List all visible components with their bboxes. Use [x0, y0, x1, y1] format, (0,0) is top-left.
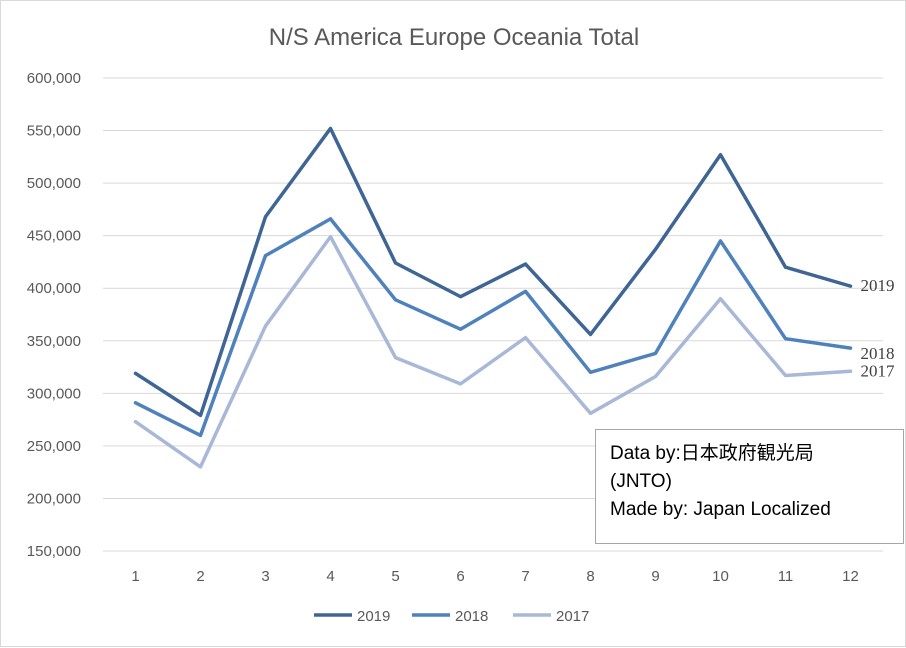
x-tick-label: 3 — [261, 568, 269, 585]
series-end-label-2017: 2017 — [861, 361, 896, 380]
data-point-2017 — [654, 375, 657, 379]
x-tick-label: 9 — [651, 568, 659, 585]
data-point-2017 — [329, 235, 332, 239]
legend-label: 2017 — [556, 608, 589, 625]
y-tick-label: 500,000 — [27, 175, 81, 192]
chart-title: N/S America Europe Oceania Total — [269, 24, 639, 51]
y-tick-label: 550,000 — [27, 123, 81, 140]
x-tick-label: 2 — [196, 568, 204, 585]
data-point-2019 — [459, 295, 462, 299]
y-tick-label: 250,000 — [27, 438, 81, 455]
data-point-2017 — [849, 369, 852, 373]
data-point-2019 — [134, 371, 137, 375]
data-point-2018 — [264, 254, 267, 258]
series-lines — [133, 126, 853, 469]
x-tick-label: 10 — [712, 568, 729, 585]
x-tick-label: 1 — [131, 568, 139, 585]
x-tick-label: 6 — [456, 568, 464, 585]
data-point-2017 — [784, 373, 787, 377]
series-line-2018 — [133, 217, 853, 438]
y-tick-label: 600,000 — [27, 70, 81, 87]
legend-item-2018: 2018 — [412, 608, 488, 625]
data-point-2017 — [394, 356, 397, 360]
x-tick-label: 11 — [778, 568, 794, 585]
data-point-2019 — [199, 413, 202, 417]
legend-label: 2018 — [455, 608, 488, 625]
x-tick-label: 12 — [842, 568, 859, 585]
data-point-2019 — [654, 247, 657, 251]
x-axis-ticks: 1 2 3 4 5 6 7 8 9 10 11 12 — [131, 568, 859, 585]
data-point-2018 — [199, 433, 202, 437]
x-tick-label: 4 — [326, 568, 334, 585]
legend-item-2019: 2019 — [314, 608, 390, 625]
data-point-2018 — [134, 401, 137, 405]
data-point-2017 — [264, 324, 267, 328]
data-point-2018 — [329, 217, 332, 221]
data-point-2017 — [199, 465, 202, 469]
data-point-2018 — [394, 298, 397, 302]
legend: 2019 2018 2017 — [314, 608, 589, 625]
data-point-2017 — [524, 336, 527, 340]
data-point-2017 — [719, 297, 722, 301]
y-tick-label: 350,000 — [27, 333, 81, 350]
data-point-2017 — [134, 420, 137, 424]
data-point-2017 — [589, 411, 592, 415]
data-point-2018 — [784, 337, 787, 341]
data-point-2018 — [719, 239, 722, 243]
data-source-note: Data by:日本政府観光局 (JNTO) Made by: Japan Lo… — [595, 429, 904, 544]
y-tick-label: 400,000 — [27, 280, 81, 297]
series-end-label-2019: 2019 — [861, 276, 895, 295]
y-tick-label: 150,000 — [27, 543, 81, 560]
data-point-2018 — [459, 327, 462, 331]
data-point-2018 — [654, 351, 657, 355]
note-line-1: Data by:日本政府観光局 — [610, 443, 814, 464]
note-line-3: Made by: Japan Localized — [610, 499, 831, 520]
data-point-2019 — [394, 261, 397, 265]
data-point-2019 — [329, 126, 332, 130]
data-point-2019 — [784, 265, 787, 269]
legend-label: 2019 — [357, 608, 390, 625]
series-line-2019 — [133, 126, 853, 418]
x-tick-label: 7 — [521, 568, 529, 585]
legend-item-2017: 2017 — [513, 608, 589, 625]
data-point-2017 — [459, 382, 462, 386]
series-line-2017 — [133, 234, 853, 469]
x-tick-label: 8 — [586, 568, 594, 585]
note-line-2: (JNTO) — [610, 471, 672, 492]
data-point-2019 — [264, 215, 267, 219]
data-point-2019 — [589, 332, 592, 336]
y-tick-label: 300,000 — [27, 385, 81, 402]
data-point-2019 — [524, 262, 527, 266]
data-point-2019 — [719, 153, 722, 157]
y-axis-ticks: 150,000 200,000 250,000 300,000 350,000 400,0… — [27, 70, 81, 560]
data-point-2018 — [849, 346, 852, 350]
y-tick-label: 450,000 — [27, 228, 81, 245]
series-end-label-2018: 2018 — [861, 344, 895, 363]
data-point-2018 — [589, 370, 592, 374]
x-tick-label: 5 — [391, 568, 399, 585]
data-point-2018 — [524, 289, 527, 293]
data-point-2019 — [849, 284, 852, 288]
y-tick-label: 200,000 — [27, 490, 81, 507]
